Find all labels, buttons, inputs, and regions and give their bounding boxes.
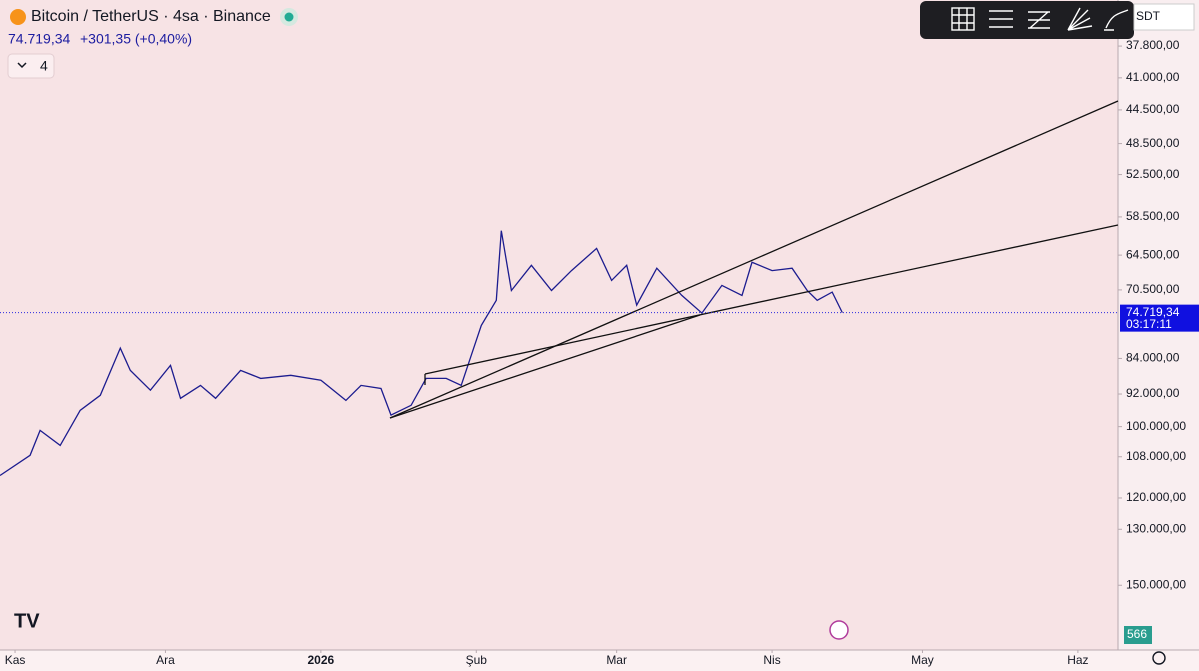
plot-bg bbox=[0, 0, 1118, 650]
grid-tool[interactable] bbox=[951, 7, 975, 31]
y-tick-label: 48.500,00 bbox=[1126, 136, 1180, 150]
y-tick-label: 70.500,00 bbox=[1126, 282, 1180, 296]
volume-badge-box bbox=[1124, 626, 1152, 644]
interval-badge: 4 bbox=[40, 58, 48, 74]
brush-tool[interactable] bbox=[1104, 9, 1129, 31]
y-tick-label: 58.500,00 bbox=[1126, 209, 1180, 223]
countdown: 03:17:11 bbox=[1126, 317, 1172, 331]
y-tick-label: 92.000,00 bbox=[1126, 386, 1180, 400]
x-tick-label: Şub bbox=[466, 653, 488, 667]
y-tick-label: 41.000,00 bbox=[1126, 70, 1180, 84]
x-tick-label: Haz bbox=[1067, 653, 1088, 667]
x-tick-label: Kas bbox=[5, 653, 26, 667]
x-tick-label: Mar bbox=[606, 653, 627, 667]
y-tick-label: 150.000,00 bbox=[1126, 577, 1186, 591]
last-price-box bbox=[1120, 304, 1199, 332]
last-price: 74.719,34 bbox=[8, 31, 70, 47]
lines-tool[interactable] bbox=[989, 10, 1013, 28]
x-tick-label: Ara bbox=[156, 653, 175, 667]
chevron bbox=[17, 62, 27, 69]
y-tick-label: 130.000,00 bbox=[1126, 521, 1186, 535]
alert-icon[interactable] bbox=[829, 620, 849, 640]
y-tick-label: 37.800,00 bbox=[1126, 38, 1180, 52]
x-tick-label: May bbox=[911, 653, 934, 667]
volume-badge: 566 bbox=[1127, 627, 1147, 641]
currency-box[interactable] bbox=[1133, 3, 1195, 31]
y-tick-label: 52.500,00 bbox=[1126, 167, 1180, 181]
fan-tool[interactable] bbox=[1067, 7, 1093, 31]
trend-line bbox=[389, 314, 701, 419]
indicator-toggle[interactable] bbox=[7, 53, 55, 79]
price-change: +301,35 (+0,40%) bbox=[80, 31, 192, 47]
toolbar-icons bbox=[951, 7, 1129, 31]
y-tick-label: 64.500,00 bbox=[1126, 247, 1180, 261]
x-tick-label: 2026 bbox=[308, 653, 335, 667]
y-tick-label: 84.000,00 bbox=[1126, 351, 1180, 365]
price-line bbox=[0, 230, 843, 477]
trend-line bbox=[389, 100, 1119, 419]
symbol-title: Bitcoin / TetherUS · 4sa · Binance bbox=[31, 8, 271, 25]
fib-tool[interactable] bbox=[1028, 11, 1050, 29]
status-dot bbox=[284, 12, 294, 22]
plot bbox=[0, 230, 843, 477]
y-tick-label: 100.000,00 bbox=[1126, 419, 1186, 433]
y-tick-label: 108.000,00 bbox=[1126, 449, 1186, 463]
tv-logo: TV bbox=[14, 610, 40, 632]
settings-icon[interactable] bbox=[1152, 651, 1166, 665]
y-tick-label: 44.500,00 bbox=[1126, 102, 1180, 116]
y-tick-label: 120.000,00 bbox=[1126, 490, 1186, 504]
coin-icon bbox=[10, 9, 26, 25]
x-tick-label: Nis bbox=[763, 653, 780, 667]
time-axis-bg bbox=[0, 650, 1199, 671]
currency: SDT bbox=[1136, 9, 1161, 23]
trend-line bbox=[424, 224, 1119, 375]
last-price-label: 74.719,34 bbox=[1126, 305, 1180, 319]
